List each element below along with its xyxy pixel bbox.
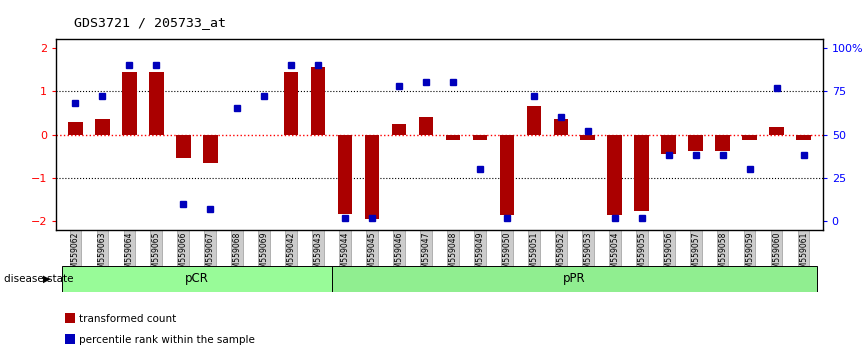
Bar	[607, 135, 623, 215]
Bar	[61, 266, 332, 292]
Bar	[418, 117, 433, 135]
Bar	[203, 135, 217, 163]
Bar	[365, 135, 379, 219]
Bar	[797, 135, 811, 140]
Bar	[500, 135, 514, 215]
Bar	[742, 135, 757, 140]
Bar	[715, 135, 730, 151]
Bar	[527, 106, 541, 135]
Text: pCR: pCR	[184, 272, 209, 285]
Bar	[122, 72, 137, 135]
Bar	[149, 72, 164, 135]
Bar	[311, 67, 326, 135]
Bar	[338, 135, 352, 213]
Bar	[553, 119, 568, 135]
Bar	[176, 135, 191, 159]
Bar	[688, 135, 703, 151]
Text: transformed count: transformed count	[79, 314, 176, 324]
Text: ▶: ▶	[42, 274, 50, 284]
Bar	[662, 135, 676, 154]
Bar	[580, 135, 595, 140]
Bar	[446, 135, 461, 140]
Bar	[94, 119, 110, 135]
Bar	[473, 135, 488, 140]
Bar	[284, 72, 299, 135]
Text: percentile rank within the sample: percentile rank within the sample	[79, 335, 255, 345]
Bar	[332, 266, 818, 292]
Bar	[391, 124, 406, 135]
Text: GDS3721 / 205733_at: GDS3721 / 205733_at	[74, 16, 226, 29]
Bar	[635, 135, 650, 211]
Text: disease state: disease state	[4, 274, 74, 284]
Text: pPR: pPR	[563, 272, 585, 285]
Bar	[769, 127, 785, 135]
Bar	[68, 122, 82, 135]
